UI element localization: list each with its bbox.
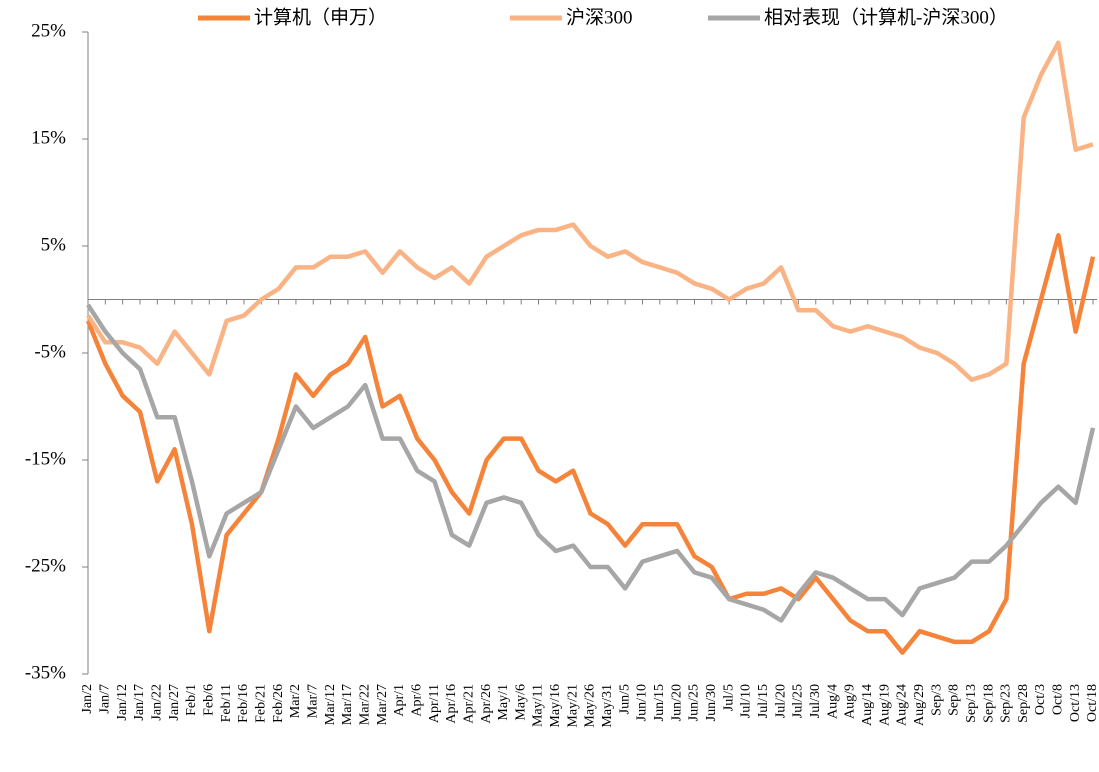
x-tick-label: Mar/27 [375, 684, 390, 725]
x-tick-label: May/16 [548, 684, 563, 728]
x-tick-label: Mar/7 [305, 684, 320, 718]
y-tick-label: 25% [31, 20, 66, 41]
x-tick-label: Jan/12 [115, 684, 130, 721]
x-tick-label: Sep/28 [1016, 684, 1031, 723]
y-tick-label: -25% [25, 555, 66, 576]
x-tick-label: Jan/22 [150, 684, 165, 721]
x-tick-label: Oct/13 [1068, 684, 1083, 722]
series-line [86, 40, 1094, 382]
x-tick-label: Aug/19 [877, 684, 892, 726]
x-tick-label: Sep/23 [999, 684, 1014, 723]
x-tick-label: Mar/22 [357, 684, 372, 725]
x-tick-label: Oct/18 [1085, 684, 1099, 722]
x-tick-label: Jul/30 [808, 684, 823, 718]
x-tick-label: Feb/11 [219, 684, 234, 722]
x-tick-label: Oct/3 [1033, 684, 1048, 715]
x-tick-label: May/11 [531, 684, 546, 727]
x-tick-label: Apr/26 [479, 684, 494, 724]
x-tick-label: Jan/2 [80, 684, 95, 714]
x-tick-label: Jun/20 [669, 684, 684, 721]
x-tick-label: Jul/15 [756, 684, 771, 718]
x-tick-label: Jun/25 [687, 684, 702, 721]
x-tick-label: Mar/2 [288, 684, 303, 718]
y-tick-label: -15% [25, 448, 66, 469]
x-tick-label: Aug/4 [825, 684, 840, 719]
x-tick-label: May/31 [600, 684, 615, 728]
x-tick-label: Feb/6 [202, 684, 217, 716]
x-tick-label: Jun/10 [635, 684, 650, 721]
x-tick-label: Jun/5 [617, 684, 632, 714]
legend-label: 沪深300 [566, 6, 633, 28]
x-tick-label: Mar/12 [323, 684, 338, 725]
x-tick-label: Apr/21 [461, 684, 476, 724]
x-tick-label: Apr/11 [427, 684, 442, 723]
x-tick-label: Sep/13 [964, 684, 979, 723]
legend-label: 计算机（申万） [254, 6, 387, 28]
x-tick-label: Jun/30 [704, 684, 719, 721]
x-tick-label: May/1 [496, 684, 511, 721]
x-tick-label: Jul/25 [791, 684, 806, 718]
y-tick-label: 15% [31, 127, 66, 148]
x-tick-label: Jan/27 [167, 684, 182, 721]
x-tick-label: Jan/17 [132, 684, 147, 721]
x-tick-label: Jul/20 [773, 684, 788, 718]
x-tick-label: Jul/5 [721, 684, 736, 711]
x-tick-label: Jan/7 [98, 684, 113, 714]
legend-label: 相对表现（计算机-沪深300） [764, 6, 1008, 28]
x-tick-label: Feb/1 [184, 684, 199, 716]
x-tick-label: Oct/8 [1051, 684, 1066, 715]
x-tick-label: Apr/6 [409, 684, 424, 717]
x-tick-label: Sep/8 [947, 684, 962, 716]
x-tick-label: Aug/24 [895, 684, 910, 726]
x-tick-label: Aug/14 [860, 684, 875, 726]
y-tick-label: 5% [41, 234, 67, 255]
x-tick-label: Jun/15 [652, 684, 667, 721]
x-tick-label: May/6 [513, 684, 528, 721]
x-tick-label: Jul/10 [739, 684, 754, 718]
x-tick-label: Apr/1 [392, 684, 407, 717]
x-tick-label: Apr/16 [444, 684, 459, 724]
x-tick-label: May/21 [565, 684, 580, 728]
y-tick-label: -35% [25, 662, 66, 683]
series-line [86, 303, 1096, 623]
x-tick-label: Sep/3 [929, 684, 944, 716]
y-tick-label: -5% [34, 341, 66, 362]
x-tick-label: Aug/29 [912, 684, 927, 726]
x-tick-label: Feb/21 [253, 684, 268, 723]
x-tick-label: Aug/9 [843, 684, 858, 719]
x-tick-label: Feb/26 [271, 684, 286, 723]
x-tick-label: Mar/17 [340, 684, 355, 725]
x-tick-label: May/26 [583, 684, 598, 728]
series-line [85, 233, 1096, 655]
x-tick-label: Sep/18 [981, 684, 996, 723]
x-tick-label: Feb/16 [236, 684, 251, 723]
